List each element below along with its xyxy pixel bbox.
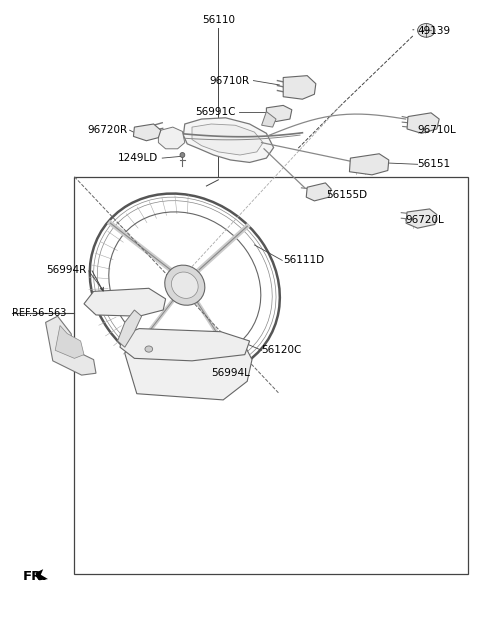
Polygon shape [84,288,166,316]
Polygon shape [36,569,48,580]
Polygon shape [349,154,389,175]
Text: 96720R: 96720R [87,125,127,135]
Polygon shape [125,332,252,400]
Text: 96710R: 96710R [209,76,250,86]
Ellipse shape [165,265,205,305]
Ellipse shape [418,24,435,37]
Ellipse shape [145,346,153,352]
Text: 56120C: 56120C [262,345,302,355]
Text: 96720L: 96720L [406,215,444,225]
Polygon shape [120,329,250,361]
Polygon shape [306,183,331,201]
Text: REF.56-563: REF.56-563 [12,308,66,318]
Text: 56994L: 56994L [211,368,250,378]
Polygon shape [266,105,292,122]
Text: 56111D: 56111D [283,255,324,265]
Bar [74,177,468,574]
Text: FR.: FR. [23,570,48,583]
Text: 1249LD: 1249LD [118,153,158,163]
Polygon shape [118,310,142,347]
Text: 56155D: 56155D [326,190,368,200]
Polygon shape [158,127,185,149]
Polygon shape [407,113,439,133]
Text: 96710L: 96710L [418,125,456,135]
Ellipse shape [180,153,185,157]
Polygon shape [283,76,316,99]
Text: 56110: 56110 [202,15,235,25]
Text: 56994R: 56994R [46,265,86,275]
Text: 49139: 49139 [418,26,451,36]
Polygon shape [192,124,263,155]
Polygon shape [133,124,161,141]
Polygon shape [55,326,84,358]
Polygon shape [406,209,437,228]
Polygon shape [262,112,276,127]
Ellipse shape [171,272,198,298]
Polygon shape [183,118,274,162]
Text: 56151: 56151 [418,159,451,169]
Text: 56991C: 56991C [195,107,235,117]
Polygon shape [46,316,96,375]
